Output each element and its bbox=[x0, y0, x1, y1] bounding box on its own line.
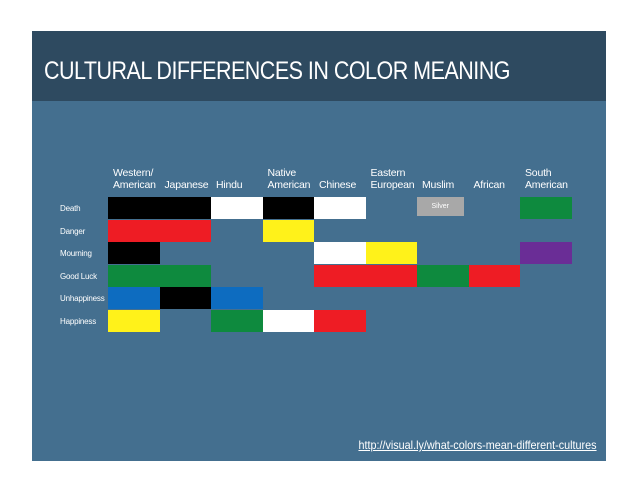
color-cell bbox=[314, 242, 366, 265]
column-header: South American bbox=[525, 167, 568, 191]
color-cell bbox=[159, 287, 211, 310]
color-cell bbox=[108, 287, 160, 310]
row-label: Good Luck bbox=[60, 271, 97, 281]
color-cell bbox=[468, 264, 520, 287]
color-cell bbox=[108, 197, 211, 219]
color-cell bbox=[211, 287, 263, 310]
color-cell: Silver bbox=[417, 197, 464, 216]
color-cell bbox=[211, 310, 263, 332]
color-cell bbox=[262, 219, 314, 242]
color-cell bbox=[314, 264, 417, 287]
row-label: Unhappiness bbox=[60, 294, 105, 304]
row-label: Danger bbox=[60, 226, 86, 236]
title-bar: CULTURAL DIFFERENCES IN COLOR MEANING bbox=[32, 31, 606, 101]
color-cell bbox=[262, 197, 314, 219]
row-label: Death bbox=[60, 204, 81, 213]
row-label: Mourning bbox=[60, 249, 92, 259]
color-cell bbox=[108, 264, 211, 287]
color-cell bbox=[262, 310, 314, 332]
column-header: Muslim bbox=[422, 179, 455, 191]
color-cell bbox=[108, 310, 160, 332]
color-cell bbox=[417, 264, 469, 287]
column-header: Chinese bbox=[319, 179, 357, 191]
color-cell bbox=[108, 242, 160, 265]
color-cell bbox=[520, 242, 572, 265]
column-header: Eastern European bbox=[370, 167, 415, 191]
column-header: Hindu bbox=[216, 179, 243, 191]
slide: CULTURAL DIFFERENCES IN COLOR MEANING We… bbox=[32, 31, 606, 461]
column-header: Native American bbox=[267, 167, 311, 191]
slide-title: CULTURAL DIFFERENCES IN COLOR MEANING bbox=[44, 57, 510, 85]
column-header: Japanese bbox=[164, 179, 209, 191]
source-link[interactable]: http://visual.ly/what-colors-mean-differ… bbox=[358, 438, 597, 452]
column-header: Western/ American bbox=[113, 167, 156, 191]
color-cell bbox=[365, 242, 417, 265]
color-cell bbox=[520, 197, 572, 219]
color-cell bbox=[211, 197, 263, 219]
color-cell bbox=[314, 310, 366, 332]
row-label: Happiness bbox=[60, 317, 97, 326]
color-cell bbox=[108, 219, 211, 242]
column-header: African bbox=[473, 179, 505, 191]
color-cell bbox=[314, 197, 366, 219]
